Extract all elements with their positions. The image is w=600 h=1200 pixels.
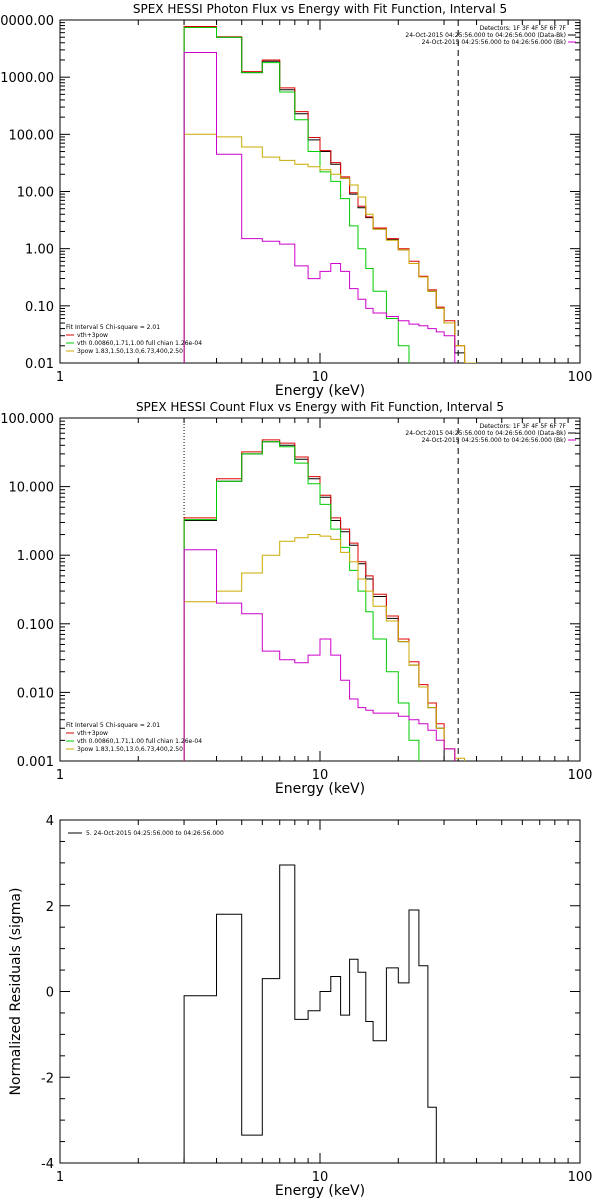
legend-top-entry: 24-Oct-2015 04:25:56.000 to 04:26:56.000… (422, 39, 566, 46)
legend-bottom-entry: vth 0.00860,1.71,1.00 full chian 1.26e-0… (77, 340, 202, 347)
series-vth (183, 441, 420, 761)
plot-frame (59, 417, 581, 762)
y-tick-label: 0.001 (17, 755, 54, 770)
y-axis-label: Normalized Residuals (sigma) (8, 888, 24, 1096)
y-tick-label: 1.00 (25, 243, 54, 258)
chart-title: SPEX HESSI Count Flux vs Energy with Fit… (136, 400, 504, 414)
x-tick-label: 1 (56, 768, 64, 783)
y-tick-label: 10.00 (17, 186, 54, 201)
y-tick-label: 10000.00 (0, 14, 54, 29)
chart-panel-1: SPEX HESSI Photon Flux vs Energy with Fi… (0, 2, 592, 399)
chart-panel-3: 1 10 100 Energy (keV) -4 -2 0 2 4 Normalized Resi… (8, 814, 593, 1199)
x-tick-label: 100 (568, 768, 593, 783)
legend-bottom-entry: vth+3pow (77, 332, 108, 339)
series-data-bk (183, 26, 466, 363)
y-tick-label: 10.000 (9, 481, 55, 496)
y-tick-label: 1.000 (17, 549, 54, 564)
legend-top-entry: 24-Oct-2015 04:25:56.000 to 04:26:56.000… (405, 430, 566, 437)
x-tick-label: 1 (56, 1170, 64, 1185)
series-data-bk (183, 441, 456, 761)
y-tick-label: 100.000 (0, 412, 54, 427)
legend-bottom-entry: 3pow 1.83,1.50,13.0,6.73,400,2.50 (77, 746, 183, 753)
legend-top-entry: 24-Oct-2015 04:25:56.000 to 04:26:56.000… (405, 32, 566, 39)
series-bk (183, 549, 456, 761)
y-tick-label: 0.10 (25, 300, 54, 315)
legend-entry: 5. 24-Oct-2015 04:25:56.000 to 04:26:56.… (86, 830, 224, 837)
legend-bottom-entry: vth+3pow (77, 730, 108, 737)
y-tick-label: 0.01 (25, 357, 54, 372)
legend-bottom-entry: Fit Interval 5 Chi-square = 2.01 (66, 722, 160, 729)
series-vth (183, 27, 410, 363)
x-axis-label: Energy (keV) (275, 781, 365, 797)
x-tick-label: 10 (312, 768, 329, 783)
series-bk (183, 52, 456, 363)
chart-panel-2: SPEX HESSI Count Flux vs Energy with Fit… (0, 400, 592, 797)
x-axis-label: Energy (keV) (275, 383, 365, 399)
legend-top-entry: 24-Oct-2015 04:25:56.000 to 04:26:56.000… (422, 437, 566, 444)
y-tick-label: -4 (41, 1157, 54, 1172)
y-tick-label: 100.00 (9, 128, 55, 143)
y-tick-label: 0 (46, 986, 54, 1001)
y-tick-label: 4 (46, 814, 54, 829)
series-3pow (183, 534, 466, 761)
series-vth-3pow (183, 26, 466, 363)
y-tick-label: -2 (41, 1071, 54, 1086)
chart-title: SPEX HESSI Photon Flux vs Energy with Fi… (133, 2, 507, 16)
legend-top-entry: Detectors: 1F 3F 4F 5F 6F 7F (480, 423, 567, 430)
x-axis-label: Energy (keV) (275, 1183, 365, 1199)
y-tick-label: 0.100 (17, 618, 54, 633)
legend-bottom-entry: vth 0.00860,1.71,1.00 full chian 1.26e-0… (77, 738, 202, 745)
series-residuals (183, 864, 437, 1163)
x-tick-label: 1 (56, 370, 64, 385)
series-3pow (183, 133, 477, 363)
plot-frame (59, 19, 581, 364)
y-tick-label: 1000.00 (0, 71, 54, 86)
x-tick-label: 10 (312, 1170, 329, 1185)
x-tick-label: 10 (312, 370, 329, 385)
series-vth-3pow (183, 439, 456, 761)
legend-bottom-entry: Fit Interval 5 Chi-square = 2.01 (66, 324, 160, 331)
y-tick-label: 2 (46, 900, 54, 915)
y-tick-label: 0.010 (17, 686, 54, 701)
legend-bottom-entry: 3pow 1.83,1.50,13.0,6.73,400,2.50 (77, 348, 183, 355)
x-tick-label: 100 (568, 1170, 593, 1185)
x-tick-label: 100 (568, 370, 593, 385)
legend-top-entry: Detectors: 1F 3F 4F 5F 6F 7F (480, 25, 567, 32)
